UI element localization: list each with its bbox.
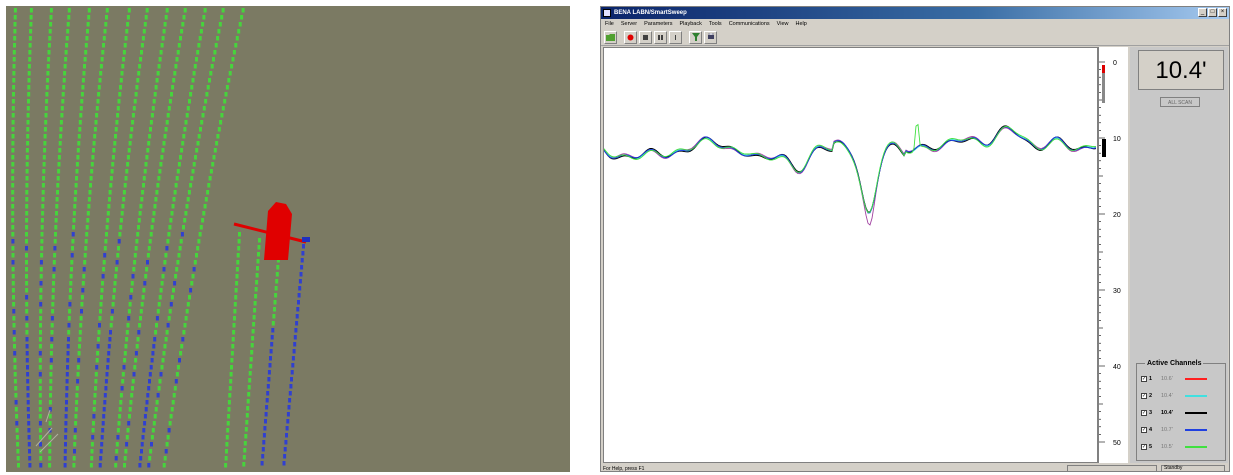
depth-scale-label: 30 [1113,288,1121,295]
minimize-button[interactable]: _ [1198,8,1207,17]
channel-3-checkbox[interactable]: ✓ [1141,410,1147,416]
menu-file[interactable]: File [605,21,614,27]
channel-row-2[interactable]: ✓ 2 10.4' [1141,391,1225,401]
menu-parameters[interactable]: Parameters [644,21,673,27]
record-button[interactable] [624,30,637,44]
status-bar: For Help, press F1 Standby [601,464,1229,472]
menu-playback[interactable]: Playback [679,21,702,27]
channel-4-color-swatch [1185,429,1207,431]
stop-icon [643,34,648,40]
channel-2-checkbox[interactable]: ✓ [1141,393,1147,399]
step-icon [675,34,676,40]
window-title: BENA LABN/SmartSweep [614,10,687,16]
status-pane-mode: Standby [1161,465,1225,471]
channel-2-color-swatch [1185,395,1207,397]
filter-button[interactable] [689,30,702,44]
print-icon [707,33,714,39]
boat-icon [233,202,310,260]
channel-2-trace [603,125,1097,213]
scale-bar-marks [35,409,59,453]
channel-3-color-swatch [1185,412,1207,414]
stop-button[interactable] [639,30,652,44]
bottom-profile-plot[interactable] [603,47,1098,463]
channel-1-checkbox[interactable]: ✓ [1141,376,1147,382]
channel-1-depth: 10.6' [1161,376,1173,382]
menu-bar: File Server Parameters Playback Tools Co… [601,19,1229,29]
channel-4-number: 4 [1149,427,1153,433]
app-icon [603,9,611,17]
sounder-app-window: BENA LABN/SmartSweep _ □ × File Server P… [600,6,1230,472]
pause-button[interactable] [654,30,667,44]
channel-5-trace [603,123,1097,214]
active-channels-group: Active Channels ✓ 1 10.6' ✓ 2 10.4' ✓ 3 … [1136,360,1226,461]
title-bar: BENA LABN/SmartSweep _ □ × [601,7,1229,19]
active-channels-title: Active Channels [1145,360,1204,367]
channel-1-color-swatch [1185,378,1207,380]
toolbar [601,29,1229,46]
menu-communications[interactable]: Communications [728,21,770,27]
depth-scale-label: 0 [1113,60,1117,67]
status-help-text: For Help, press F1 [603,465,645,472]
sweep-track-map [11,8,310,468]
channel-row-4[interactable]: ✓ 4 10.7' [1141,425,1225,435]
channel-4-trace [603,126,1097,214]
channel-2-depth: 10.4' [1161,393,1173,399]
print-button[interactable] [704,30,717,44]
channel-5-color-swatch [1185,446,1207,448]
menu-help[interactable]: Help [795,21,807,27]
depth-scale-ticks: 0 10 20 30 40 50 [1099,60,1121,447]
maximize-button[interactable]: □ [1208,8,1217,17]
current-depth-readout: 10.4' [1138,50,1224,90]
menu-tools[interactable]: Tools [708,21,722,27]
pause-icon [658,34,663,40]
filter-icon [691,33,700,41]
depth-scale-label: 50 [1113,440,1121,447]
channel-3-trace [603,125,1097,213]
record-icon [627,34,634,40]
sweep-map-view[interactable] [6,6,570,472]
step-button[interactable] [669,30,682,44]
coverage-tracks [11,8,305,468]
menu-view[interactable]: View [776,21,789,27]
channel-row-1[interactable]: ✓ 1 10.6' [1141,374,1225,384]
open-folder-icon [606,34,615,41]
channel-5-number: 5 [1149,444,1153,450]
status-pane-empty [1067,465,1157,471]
channel-4-checkbox[interactable]: ✓ [1141,427,1147,433]
channel-1-trace [603,127,1097,226]
channel-5-depth: 10.5' [1161,444,1173,450]
depth-scale: 0 10 20 30 40 50 [1098,47,1128,463]
readout-panel: 10.4' ALL SCAN Active Channels ✓ 1 10.6'… [1130,47,1228,463]
channel-row-5[interactable]: ✓ 5 10.5' [1141,442,1225,452]
depth-scale-label: 20 [1113,212,1121,219]
scan-mode-button[interactable]: ALL SCAN [1160,97,1200,107]
close-button[interactable]: × [1218,8,1227,17]
open-button[interactable] [604,30,617,44]
channel-3-depth: 10.4' [1161,410,1174,416]
channel-1-number: 1 [1149,376,1153,382]
depth-scale-label: 10 [1113,136,1121,143]
channel-row-3[interactable]: ✓ 3 10.4' [1141,408,1225,418]
channel-5-checkbox[interactable]: ✓ [1141,444,1147,450]
channel-4-depth: 10.7' [1161,427,1173,433]
channel-2-number: 2 [1149,393,1153,399]
depth-scale-label: 40 [1113,364,1121,371]
channel-3-number: 3 [1149,410,1153,416]
depth-profile-traces [603,123,1097,226]
menu-server[interactable]: Server [620,21,638,27]
